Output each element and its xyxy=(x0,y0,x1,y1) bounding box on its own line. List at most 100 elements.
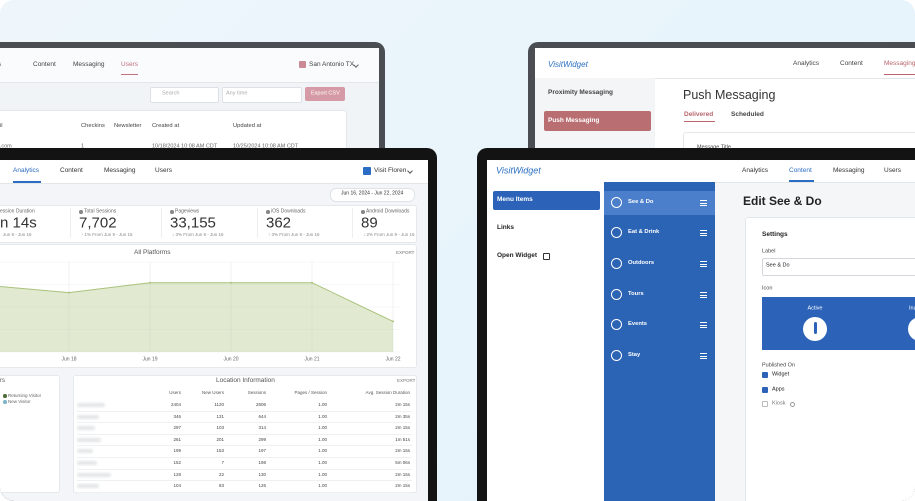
drag-handle xyxy=(700,292,707,293)
table-cell: 2m 15s xyxy=(395,424,410,430)
x-tick-label: Jun 22 xyxy=(385,356,401,363)
tab[interactable]: Scheduled xyxy=(731,110,764,118)
date-filter-text: Any time xyxy=(226,90,248,97)
table-cell: 2m 15s xyxy=(395,401,410,407)
text-input[interactable] xyxy=(762,258,915,276)
icon-preview[interactable] xyxy=(908,317,915,341)
card-heading: Settings xyxy=(762,230,788,238)
icon-state: Active xyxy=(807,305,823,312)
blurred-location xyxy=(77,414,99,419)
nav-link[interactable]: Analytics xyxy=(793,59,820,67)
area-line xyxy=(0,282,394,322)
menu-item[interactable]: Tours xyxy=(628,291,644,298)
nav-underline xyxy=(884,74,915,75)
field-label: Message Title xyxy=(697,145,731,151)
logo: VisitWidget xyxy=(548,60,588,69)
sidebar-selected[interactable] xyxy=(493,191,600,210)
drag-handle xyxy=(700,232,707,234)
table-cell: 1.00 xyxy=(318,459,327,465)
nav-link[interactable]: Analytics xyxy=(0,61,1,69)
checkbox[interactable] xyxy=(762,372,768,378)
nav-link[interactable]: Messaging xyxy=(833,166,865,174)
menu-item[interactable]: Stay xyxy=(628,352,641,359)
drag-handle xyxy=(700,205,707,206)
stat-label: Android Downloads xyxy=(366,208,410,215)
row-divider xyxy=(77,445,412,446)
legend-swatch xyxy=(3,394,7,398)
table-header: Users xyxy=(169,389,181,395)
menu-item[interactable]: Eat & Drink xyxy=(628,229,660,236)
sidebar-link[interactable]: Open Widget xyxy=(497,251,538,259)
table-cell: 126 xyxy=(258,482,266,488)
table-cell: 7 xyxy=(221,459,224,465)
blurred-location xyxy=(77,449,93,454)
sidebar-link[interactable]: Links xyxy=(497,223,514,231)
nav-link[interactable]: Messaging xyxy=(884,59,915,67)
nav-link[interactable]: Users xyxy=(155,166,172,174)
checkbox[interactable] xyxy=(762,387,768,393)
checkbox-label: Widget xyxy=(772,371,790,378)
users-card xyxy=(0,375,60,493)
table-cell: 1.00 xyxy=(318,401,327,407)
nav-link[interactable]: Users xyxy=(884,166,901,174)
sidebar-link[interactable]: Menu Items xyxy=(497,195,533,203)
table-cell: 346 xyxy=(173,413,181,419)
export-link[interactable]: EXPORT xyxy=(396,249,415,255)
area-chart xyxy=(0,261,400,353)
table-cell: 103 xyxy=(216,424,224,430)
checkbox[interactable] xyxy=(762,401,768,407)
menu-icon xyxy=(611,227,622,238)
row-divider xyxy=(77,410,412,412)
search-box[interactable] xyxy=(150,87,219,103)
drag-handle xyxy=(700,202,707,204)
sidebar-link[interactable]: Proximity Messaging xyxy=(548,88,614,96)
row-divider xyxy=(77,433,412,435)
export-button[interactable] xyxy=(305,87,345,101)
nav-bar xyxy=(0,48,379,83)
stat-value: n 14s xyxy=(0,214,37,232)
location-select[interactable]: San Antonio TX xyxy=(309,60,355,68)
icon-glyph xyxy=(813,322,817,334)
checkbox-label: Kiosk xyxy=(772,400,786,407)
content-screen: VisitWidget Analytics Content Messaging User… xyxy=(487,160,915,501)
nav-link[interactable]: Content xyxy=(33,60,56,68)
menu-icon xyxy=(611,289,622,300)
drag-handle xyxy=(700,353,707,354)
table-cell: 5m 06s xyxy=(395,459,410,465)
input-value: See & Do xyxy=(766,262,790,269)
panel-title: Location Information xyxy=(216,376,275,384)
date-filter[interactable] xyxy=(222,87,302,103)
row-divider xyxy=(77,491,412,493)
site-select[interactable]: Visit Floren xyxy=(374,166,407,174)
nav-link[interactable]: Messaging xyxy=(104,166,136,174)
stat-divider xyxy=(257,208,258,238)
date-range[interactable] xyxy=(330,188,415,202)
table-header: Email xyxy=(0,123,3,130)
sidebar-selected[interactable] xyxy=(544,111,651,131)
stat-icon xyxy=(266,210,270,214)
blurred-location xyxy=(77,403,105,407)
nav-link[interactable]: Content xyxy=(60,166,83,174)
nav-link[interactable]: Users xyxy=(121,60,138,68)
blurred-location xyxy=(77,437,101,442)
stat-value: 89 xyxy=(361,214,378,232)
stat-change: ↑ 1% From Jun 9 - Jun 16 xyxy=(81,231,133,237)
menu-item[interactable]: See & Do xyxy=(628,199,654,206)
tab[interactable]: Delivered xyxy=(684,110,714,118)
export-link[interactable]: EXPORT xyxy=(397,377,416,383)
table-cell: 197 xyxy=(258,448,266,454)
nav-link[interactable]: Content xyxy=(840,59,863,67)
menu-item[interactable]: Outdoors xyxy=(628,260,655,267)
stat-change: ↑ 3% From Jun 9 - Jun 16 xyxy=(268,231,320,237)
menu-item[interactable]: Events xyxy=(628,321,648,328)
nav-link[interactable]: Analytics xyxy=(742,166,769,174)
table-cell: 1.00 xyxy=(318,448,327,454)
drag-handle xyxy=(700,266,707,267)
stat-value: 33,155 xyxy=(170,214,216,232)
table-cell: info@focalfablabs.com xyxy=(0,143,12,150)
nav-link[interactable]: Content xyxy=(789,166,812,174)
sidebar xyxy=(487,182,605,501)
sidebar-link[interactable]: Push Messaging xyxy=(548,116,600,124)
nav-link[interactable]: Messaging xyxy=(73,60,105,68)
nav-link[interactable]: Analytics xyxy=(13,166,40,174)
